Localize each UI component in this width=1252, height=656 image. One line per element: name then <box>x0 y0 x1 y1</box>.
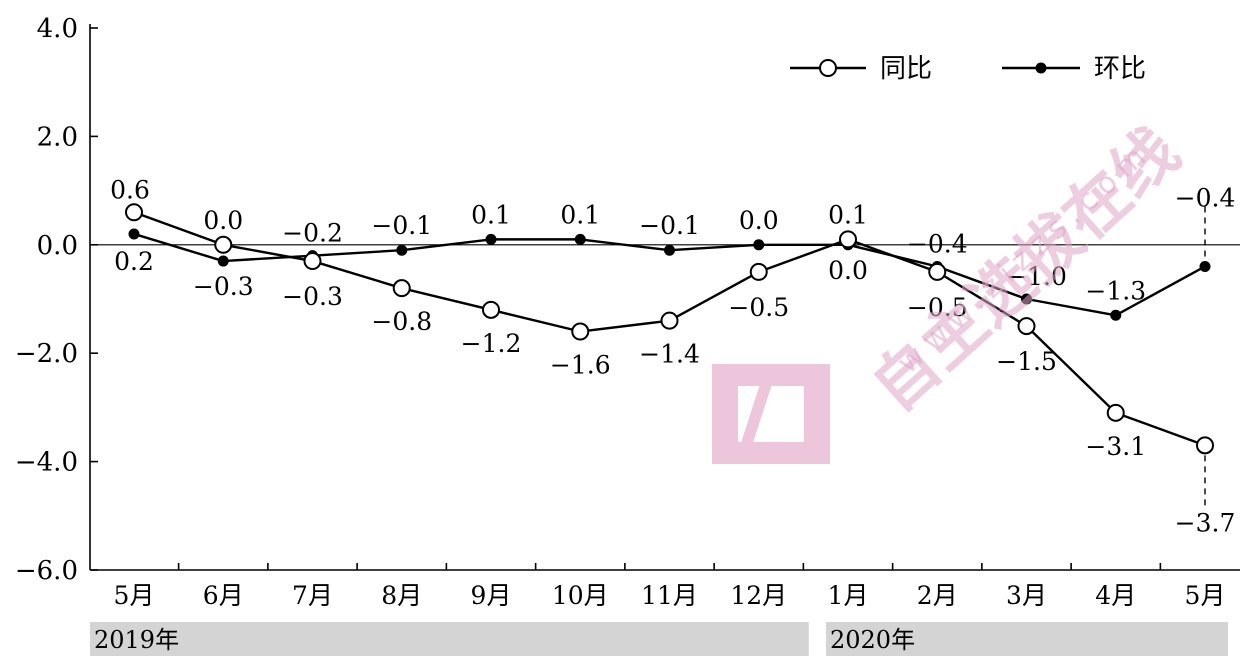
data-label-mom: −1.3 <box>1085 276 1146 305</box>
y-tick-label: −6.0 <box>15 556 78 586</box>
data-labels: 0.6 0.0 −0.3 −0.8 −1.2 −1.6 −1.4 −0.5 0.1 −0.5 −1.… <box>110 175 1235 537</box>
point-mom <box>664 244 675 256</box>
year-label-1: 2020年 <box>830 626 915 654</box>
legend-marker-mom <box>1035 62 1047 74</box>
x-tick-label: 4月 <box>1095 581 1136 610</box>
x-tick-label: 5月 <box>114 581 155 610</box>
data-label-mom: 0.1 <box>471 200 511 229</box>
x-tick-label: 7月 <box>292 581 333 610</box>
data-label-yoy: 0.6 <box>110 175 150 204</box>
x-tick-label: 11月 <box>641 581 698 610</box>
x-tick-label: 8月 <box>381 581 422 610</box>
year-band-0 <box>90 622 809 656</box>
point-yoy <box>125 203 143 222</box>
x-tick-label: 3月 <box>1006 581 1047 610</box>
data-label-mom: −0.2 <box>282 219 343 248</box>
data-label-mom: 0.2 <box>114 247 154 276</box>
point-mom <box>396 244 408 256</box>
point-mom <box>574 233 586 245</box>
point-mom <box>128 228 140 240</box>
point-yoy <box>928 262 947 281</box>
point-yoy <box>571 322 590 341</box>
data-label-mom: −0.1 <box>371 211 432 240</box>
watermark-logo <box>712 364 830 464</box>
data-label-yoy: −0.3 <box>282 282 343 311</box>
point-yoy <box>303 252 322 271</box>
y-tick-label: 2.0 <box>37 122 78 152</box>
data-label-yoy: −1.4 <box>639 340 700 369</box>
point-yoy <box>1196 436 1214 455</box>
series-markers <box>125 203 1214 455</box>
data-label-mom: −0.3 <box>193 272 254 301</box>
point-mom <box>1021 293 1032 305</box>
legend-label-yoy: 同比 <box>880 54 932 84</box>
data-label-yoy: 0.1 <box>828 200 868 229</box>
legend-marker-yoy <box>819 59 837 77</box>
data-label-yoy: −1.5 <box>996 347 1057 376</box>
data-label-yoy: −1.6 <box>550 351 611 380</box>
point-yoy <box>392 279 411 298</box>
y-tick-label: 4.0 <box>37 14 78 44</box>
data-label-yoy: −3.1 <box>1085 432 1146 461</box>
data-label-yoy: −0.5 <box>728 293 789 322</box>
point-mom <box>1199 260 1211 272</box>
data-label-mom: −1.0 <box>1006 262 1067 291</box>
x-tick-label: 12月 <box>730 581 787 610</box>
x-tick-label: 1月 <box>828 581 869 610</box>
point-mom <box>1110 309 1122 321</box>
data-label-yoy: −3.7 <box>1175 508 1236 537</box>
data-label-mom: 0.1 <box>560 200 600 229</box>
data-label-yoy: −0.8 <box>371 307 432 336</box>
point-mom <box>485 233 497 245</box>
y-tick-label: −2.0 <box>15 339 78 369</box>
legend: 同比 环比 <box>790 54 1146 84</box>
year-bands: 2019年 2020年 <box>90 622 1228 656</box>
data-label-mom: −0.1 <box>639 211 700 240</box>
x-tick-label: 2月 <box>917 581 958 610</box>
data-label-mom: 0.0 <box>739 206 779 235</box>
data-label-yoy: −0.5 <box>907 293 968 322</box>
point-yoy <box>482 300 500 319</box>
x-tick-label: 10月 <box>552 581 609 610</box>
point-yoy <box>839 230 857 249</box>
point-yoy <box>1017 317 1036 336</box>
legend-label-mom: 环比 <box>1094 54 1146 84</box>
point-mom <box>217 255 229 267</box>
data-label-mom: −0.4 <box>1175 183 1236 212</box>
point-yoy <box>749 262 768 281</box>
x-tick-label: 9月 <box>471 581 512 610</box>
x-tick-label: 5月 <box>1185 581 1226 610</box>
axes: 4.0 2.0 0.0 −2.0 −4.0 −6.0 5月 6月 7月 8月 9月 10月 11月 12月… <box>15 14 1240 610</box>
year-label-0: 2019年 <box>94 626 179 654</box>
point-mom <box>753 239 765 251</box>
point-yoy <box>1106 403 1125 422</box>
point-yoy <box>660 311 679 330</box>
x-tick-label: 6月 <box>203 581 244 610</box>
y-tick-label: 0.0 <box>37 231 78 261</box>
data-label-yoy: −1.2 <box>461 329 522 358</box>
data-label-yoy: 0.0 <box>203 206 243 235</box>
y-tick-label: −4.0 <box>15 448 78 478</box>
data-label-mom: 0.0 <box>828 256 868 285</box>
year-band-1 <box>826 622 1228 656</box>
point-yoy <box>214 235 233 254</box>
data-label-mom: −0.4 <box>907 229 968 258</box>
